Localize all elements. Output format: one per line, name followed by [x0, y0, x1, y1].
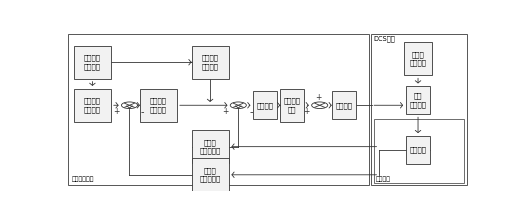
Circle shape [311, 102, 328, 109]
Text: 优化控制系统: 优化控制系统 [71, 177, 94, 182]
Circle shape [230, 102, 246, 109]
Text: 燃烧过程: 燃烧过程 [410, 147, 426, 153]
FancyBboxPatch shape [406, 136, 430, 164]
Circle shape [122, 102, 138, 109]
Text: 信号
接口模块: 信号 接口模块 [410, 93, 426, 108]
Bar [68, 34, 369, 185]
Text: +: + [304, 107, 310, 116]
Bar [371, 34, 467, 185]
Text: 限幅滤波: 限幅滤波 [335, 102, 353, 109]
FancyBboxPatch shape [332, 91, 356, 119]
Text: 反馈控制
规则计算: 反馈控制 规则计算 [150, 98, 167, 113]
Text: DCS系统: DCS系统 [373, 35, 395, 41]
Text: 内回路
反馈值计算: 内回路 反馈值计算 [200, 139, 220, 154]
Text: -: - [250, 107, 253, 117]
Text: 控制器组: 控制器组 [257, 102, 274, 109]
Text: 原燃烧
控制系统: 原燃烧 控制系统 [410, 51, 426, 66]
FancyBboxPatch shape [74, 46, 111, 79]
Bar [374, 118, 464, 183]
Text: +: + [222, 107, 229, 116]
Text: 锅炉运行
工况划分: 锅炉运行 工况划分 [84, 55, 101, 70]
FancyBboxPatch shape [405, 42, 432, 75]
Text: +: + [113, 107, 120, 116]
Text: 前馈控制
插值计算: 前馈控制 插值计算 [202, 55, 218, 70]
Text: -: - [140, 107, 144, 117]
FancyBboxPatch shape [191, 158, 229, 191]
Text: 外回路
反馈值计算: 外回路 反馈值计算 [200, 167, 220, 182]
Text: +: + [316, 93, 322, 102]
Text: 控制输出
计算: 控制输出 计算 [284, 98, 301, 113]
FancyBboxPatch shape [253, 91, 277, 119]
FancyBboxPatch shape [74, 89, 111, 122]
FancyBboxPatch shape [406, 86, 430, 114]
Text: 被控对象: 被控对象 [375, 176, 391, 182]
FancyBboxPatch shape [280, 89, 304, 122]
FancyBboxPatch shape [140, 89, 177, 122]
FancyBboxPatch shape [191, 46, 229, 79]
Text: 反馈控制
定值计算: 反馈控制 定值计算 [84, 98, 101, 113]
FancyBboxPatch shape [191, 130, 229, 163]
